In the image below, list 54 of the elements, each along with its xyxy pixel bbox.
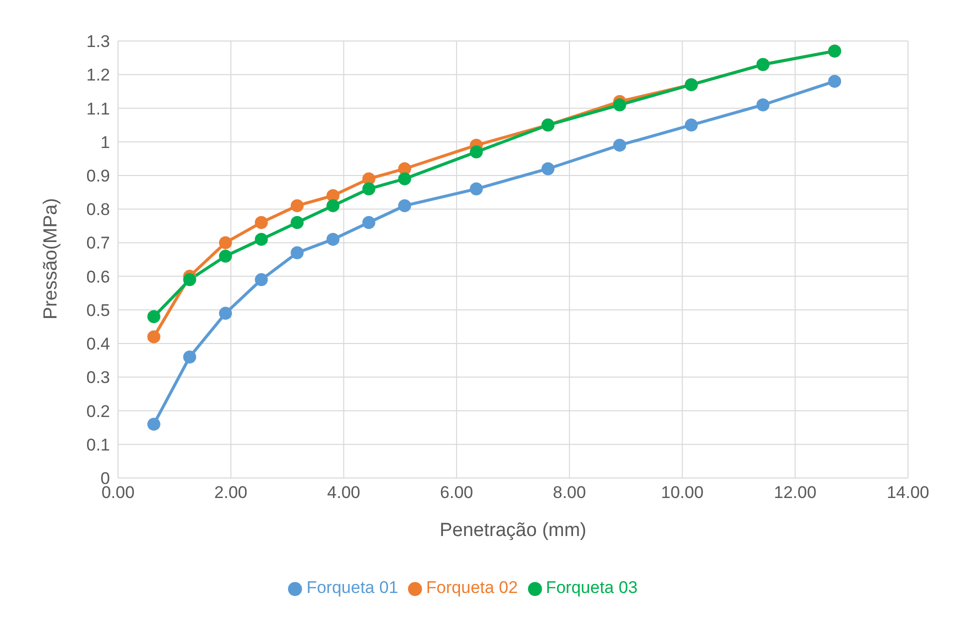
point xyxy=(756,98,770,112)
point xyxy=(147,418,160,431)
point xyxy=(147,330,160,344)
point xyxy=(398,172,412,186)
point xyxy=(326,232,340,246)
point xyxy=(362,182,376,196)
legend-label: Forqueta 01 xyxy=(306,578,398,597)
point xyxy=(183,350,196,364)
point xyxy=(398,199,412,212)
y-tick-label: 0.5 xyxy=(86,300,110,320)
point xyxy=(290,199,304,212)
point xyxy=(541,162,554,176)
x-tick-label: 12.00 xyxy=(774,483,816,502)
y-tick-label: 1.2 xyxy=(86,66,110,85)
x-tick-label: 4.00 xyxy=(327,483,360,502)
y-tick-label: 1.1 xyxy=(86,99,110,118)
point xyxy=(218,306,232,320)
x-tick-label: 0.00 xyxy=(101,483,135,502)
point xyxy=(254,216,268,230)
x-tick-label: 8.00 xyxy=(552,483,586,502)
point xyxy=(290,216,304,230)
y-tick-label: 0.2 xyxy=(86,402,110,421)
point xyxy=(613,98,626,112)
point xyxy=(470,145,483,158)
legend-label: Forqueta 02 xyxy=(426,578,518,597)
y-tick-label: 0.8 xyxy=(86,200,110,220)
legend-label: Forqueta 03 xyxy=(546,578,638,597)
point xyxy=(684,118,698,132)
point xyxy=(218,236,232,250)
x-tick-label: 6.00 xyxy=(440,483,474,502)
x-tick-label: 10.00 xyxy=(661,483,704,502)
point xyxy=(183,273,196,286)
point xyxy=(362,216,376,230)
point xyxy=(470,182,483,196)
y-tick-label: 0.4 xyxy=(86,334,110,354)
point xyxy=(613,138,626,152)
y-tick-label: 0.6 xyxy=(86,267,110,286)
point xyxy=(326,199,340,212)
y-tick-label: 1 xyxy=(100,132,110,152)
y-tick-label: 1.3 xyxy=(86,32,110,52)
y-tick-label: 0.7 xyxy=(86,234,110,253)
y-axis-title: Pressão(MPa) xyxy=(40,198,62,320)
point xyxy=(828,74,842,88)
point xyxy=(254,273,268,286)
point xyxy=(290,246,304,260)
y-tick-label: 0.1 xyxy=(86,435,110,454)
y-tick-label: 0.9 xyxy=(86,166,110,186)
x-tick-label: 2.00 xyxy=(214,483,248,502)
point xyxy=(218,250,232,263)
x-tick-label: 14.00 xyxy=(886,483,930,502)
x-axis-title: Penetração (mm) xyxy=(440,520,586,541)
y-tick-label: 0.3 xyxy=(86,368,110,388)
point xyxy=(254,232,268,246)
point xyxy=(147,310,160,324)
